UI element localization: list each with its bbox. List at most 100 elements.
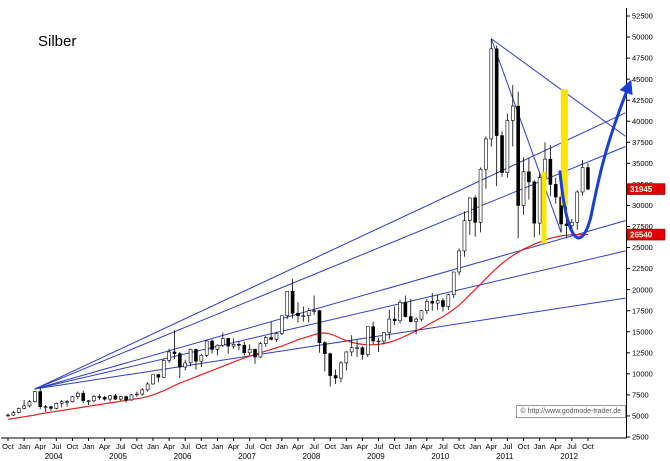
candle — [113, 395, 118, 400]
y-axis-label: 45000 — [632, 75, 653, 84]
candle — [398, 301, 402, 322]
candle — [532, 181, 537, 224]
candle — [242, 344, 247, 354]
candle — [521, 171, 526, 206]
candle — [537, 177, 542, 224]
candle — [27, 401, 32, 407]
x-axis-month-label: Jul — [567, 442, 577, 451]
trendlines — [34, 38, 626, 390]
x-axis-month-label: Jul — [374, 442, 384, 451]
candle — [247, 349, 252, 354]
y-axis-label: 50000 — [632, 33, 653, 42]
candle — [349, 347, 354, 353]
candle — [263, 337, 268, 344]
candle — [178, 353, 182, 368]
candles — [6, 38, 590, 417]
x-axis-month-label: Jan — [18, 442, 30, 451]
candle — [296, 312, 300, 317]
highlight-bar — [541, 171, 547, 244]
price-tag-26540: 26540 — [626, 228, 666, 241]
y-axis-label: 40000 — [632, 117, 653, 126]
candle — [135, 393, 139, 396]
axes: 2500 5000 7500 10000 12500 15000 17500 20000 225… — [1, 8, 653, 461]
candle — [6, 414, 10, 417]
candle — [301, 315, 306, 317]
x-axis-year-label: 2005 — [109, 452, 127, 461]
x-axis-month-label: Oct — [518, 442, 531, 451]
candle — [382, 332, 386, 342]
candle — [188, 349, 193, 364]
candle — [505, 120, 510, 173]
x-axis-month-label: Apr — [163, 442, 175, 451]
candle — [33, 391, 37, 402]
candle — [194, 349, 198, 362]
x-axis-month-label: Apr — [421, 442, 433, 451]
y-axis-label: 47500 — [632, 54, 653, 63]
x-axis-month-label: Oct — [195, 442, 208, 451]
candle — [253, 349, 257, 358]
x-axis-year-label: 2007 — [238, 452, 256, 461]
candle — [355, 347, 359, 349]
candle — [323, 342, 327, 354]
candle — [118, 396, 123, 400]
candle — [16, 408, 21, 413]
candle — [387, 318, 392, 333]
trendline-fan-support — [34, 112, 626, 390]
trendline-fan-support — [34, 250, 626, 390]
candle — [484, 138, 488, 170]
candle — [22, 405, 26, 409]
price-tag-label: 31945 — [630, 185, 653, 194]
x-axis-month-label: Oct — [67, 442, 80, 451]
candle — [516, 105, 520, 206]
candle — [344, 351, 349, 364]
x-axis-month-label: Jan — [534, 442, 546, 451]
candle — [285, 291, 290, 317]
candle — [237, 344, 241, 346]
candle — [468, 197, 472, 221]
candle — [500, 135, 504, 173]
x-axis-year-label: 2012 — [560, 452, 578, 461]
x-axis-year-label: 2008 — [303, 452, 321, 461]
trendline-fan-support — [34, 297, 626, 390]
candle — [430, 301, 435, 304]
highlight-bars — [541, 89, 568, 244]
candle — [97, 396, 102, 398]
candle — [425, 301, 429, 311]
y-axis-label: 2500 — [632, 433, 649, 442]
candle — [221, 338, 225, 346]
candle — [231, 344, 236, 347]
x-axis-month-label: Jan — [340, 442, 352, 451]
x-axis-year-label: 2011 — [496, 452, 514, 461]
candle — [339, 362, 343, 379]
candle — [371, 326, 375, 342]
x-axis-month-label: Jul — [503, 442, 513, 451]
trendline-fan-support — [34, 220, 626, 390]
candle — [290, 291, 295, 314]
candle — [333, 375, 338, 379]
x-axis-month-label: Apr — [357, 442, 369, 451]
candle — [527, 171, 531, 183]
x-axis-month-label: Jan — [276, 442, 288, 451]
projection-arrow — [558, 79, 633, 240]
x-axis-year-label: 2010 — [431, 452, 449, 461]
candle — [441, 300, 445, 307]
candle — [419, 310, 424, 320]
candle — [86, 400, 91, 402]
x-axis-month-label: Jul — [52, 442, 62, 451]
y-axis-label: 7500 — [632, 391, 649, 400]
y-axis-label: 27500 — [632, 222, 653, 231]
candle — [108, 395, 112, 400]
x-axis-month-label: Oct — [389, 442, 402, 451]
y-axis-label: 42500 — [632, 96, 653, 105]
y-axis-label: 25000 — [632, 243, 653, 252]
x-axis-month-label: Apr — [99, 442, 111, 451]
x-axis-month-label: Oct — [131, 442, 144, 451]
candle — [11, 412, 16, 416]
candle — [54, 403, 59, 409]
candle — [92, 396, 96, 402]
candle — [269, 337, 273, 340]
x-axis-year-label: 2009 — [367, 452, 385, 461]
candle — [478, 168, 483, 223]
candle — [392, 318, 397, 322]
